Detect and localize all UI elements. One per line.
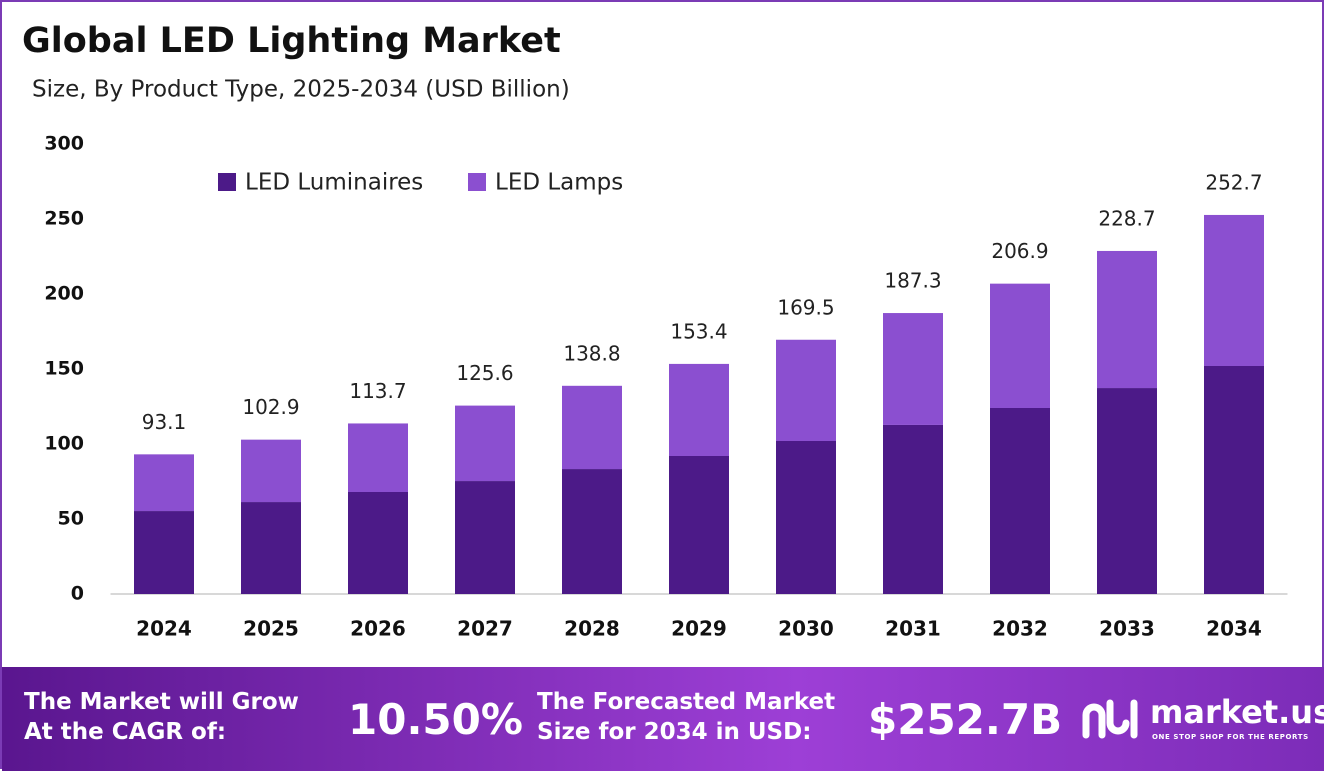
x-tick-label: 2032: [992, 617, 1048, 641]
x-tick-label: 2024: [136, 617, 192, 641]
y-tick-label: 200: [44, 283, 84, 305]
bar-segment: [1204, 366, 1264, 594]
x-tick-label: 2033: [1099, 617, 1155, 641]
forecast-label: The Forecasted Market Size for 2034 in U…: [537, 689, 836, 745]
bar-segment: [1097, 250, 1157, 389]
total-label: 153.4: [670, 319, 727, 343]
chart: Global LED Lighting Market Size, By Prod…: [22, 21, 1288, 641]
total-label: 102.9: [242, 395, 299, 419]
chart-title: Global LED Lighting Market: [22, 21, 561, 61]
logo-text: market.us: [1150, 693, 1324, 731]
bar-segment: [562, 469, 622, 594]
bar-segment: [669, 456, 729, 594]
chart-subtitle: Size, By Product Type, 2025-2034 (USD Bi…: [32, 77, 570, 103]
bar-segment: [883, 313, 943, 425]
y-tick-label: 0: [71, 583, 84, 605]
total-label: 93.1: [142, 410, 187, 434]
y-tick-label: 300: [44, 133, 84, 155]
x-tick-label: 2029: [671, 617, 727, 641]
bar-segment: [562, 385, 622, 470]
cagr-value: 10.50%: [348, 695, 523, 744]
y-tick-label: 50: [58, 508, 84, 530]
legend-swatch: [468, 173, 486, 191]
bar-segment: [348, 492, 408, 594]
y-tick-label: 100: [44, 433, 84, 455]
bar-segment: [134, 454, 194, 512]
total-label: 138.8: [563, 341, 620, 365]
bar-segment: [883, 424, 943, 594]
bar-segment: [990, 283, 1050, 408]
bar-segment: [241, 502, 301, 594]
bar-segment: [776, 339, 836, 441]
bar-segment: [990, 408, 1050, 594]
bar-segment: [134, 511, 194, 594]
x-tick-label: 2030: [778, 617, 834, 641]
bar-segment: [241, 439, 301, 503]
total-label: 169.5: [777, 295, 834, 319]
bar-segment: [1204, 214, 1264, 366]
y-tick-label: 250: [44, 208, 84, 230]
total-label: 113.7: [349, 379, 406, 403]
bar-segment: [455, 405, 515, 482]
total-label: 206.9: [991, 239, 1048, 263]
legend-swatch: [218, 173, 236, 191]
y-tick-label: 150: [44, 358, 84, 380]
x-tick-label: 2025: [243, 617, 299, 641]
total-label: 187.3: [884, 269, 941, 293]
x-tick-label: 2034: [1206, 617, 1262, 641]
bar-segment: [1097, 388, 1157, 594]
tagline: ONE STOP SHOP FOR THE REPORTS: [1152, 733, 1309, 741]
total-label: 252.7: [1205, 170, 1262, 194]
footer: The Market will Grow At the CAGR of: 10.…: [2, 667, 1324, 771]
bar-segment: [455, 481, 515, 594]
legend-label: LED Luminaires: [245, 170, 423, 196]
legend-label: LED Lamps: [495, 170, 623, 196]
total-label: 228.7: [1098, 206, 1155, 230]
total-label: 125.6: [456, 361, 513, 385]
cagr-label: The Market will Grow At the CAGR of:: [24, 689, 299, 745]
bar-segment: [348, 423, 408, 492]
x-tick-label: 2028: [564, 617, 620, 641]
x-tick-label: 2031: [885, 617, 941, 641]
bar-segment: [669, 363, 729, 456]
forecast-value: $252.7B: [868, 695, 1063, 744]
logo-icon: [1082, 699, 1138, 739]
x-tick-label: 2026: [350, 617, 406, 641]
x-tick-label: 2027: [457, 617, 513, 641]
bar-segment: [776, 441, 836, 594]
